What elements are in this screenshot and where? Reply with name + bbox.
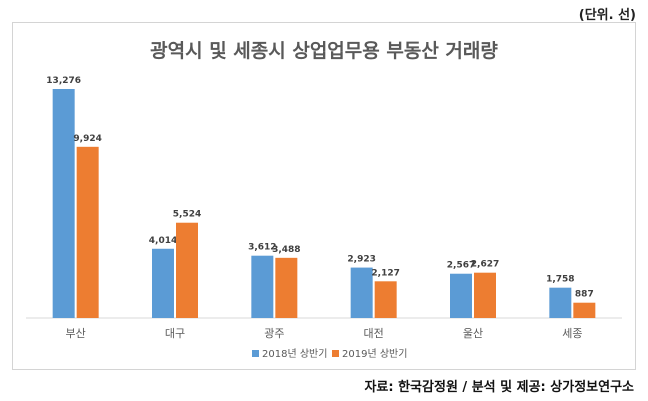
- bar-1-2: [152, 248, 174, 318]
- data-label-2-6: 887: [575, 290, 594, 300]
- bar-2-3: [275, 257, 298, 318]
- x-tick-label-6: 세종: [562, 327, 582, 340]
- x-tick-label-1: 부산: [66, 327, 86, 340]
- bar-2-6: [573, 302, 596, 318]
- x-tick-label-3: 광주: [264, 327, 284, 340]
- unit-note: (단위. 선): [578, 8, 636, 23]
- bar-1-3: [251, 255, 274, 318]
- data-label-2-5: 2,627: [471, 260, 499, 270]
- legend-label-2: 2019년 상반기: [342, 348, 407, 360]
- data-label-2-4: 2,127: [371, 268, 399, 278]
- bar-2-4: [374, 281, 397, 318]
- bar-2-5: [474, 272, 496, 318]
- legend-swatch-1: [252, 350, 259, 357]
- data-label-1-5: 2,567: [447, 261, 475, 271]
- chart-title: 광역시 및 세종시 상업업무용 부동산 거래량: [150, 40, 498, 62]
- chart-frame: [12, 22, 636, 370]
- x-tick-label-5: 울산: [463, 327, 483, 340]
- legend-swatch-2: [332, 350, 339, 357]
- data-label-1-1: 13,276: [46, 76, 81, 86]
- bar-2-2: [176, 222, 198, 318]
- bar-1-1: [52, 89, 75, 318]
- data-label-1-6: 1,758: [546, 275, 574, 285]
- legend-label-1: 2018년 상반기: [262, 348, 327, 360]
- data-label-1-2: 4,014: [149, 236, 177, 246]
- bar-2-1: [76, 146, 99, 318]
- data-label-2-1: 9,924: [73, 134, 101, 144]
- data-label-2-3: 3,488: [272, 245, 300, 255]
- bar-1-5: [450, 273, 472, 318]
- bar-1-4: [350, 267, 373, 318]
- x-tick-label-2: 대구: [165, 327, 185, 340]
- source-note: 자료: 한국감정원 / 분석 및 제공: 상가정보연구소: [364, 380, 634, 395]
- data-label-2-2: 5,524: [173, 210, 201, 220]
- x-tick-label-4: 대전: [364, 327, 384, 340]
- bar-1-6: [549, 287, 572, 318]
- data-label-1-4: 2,923: [347, 255, 375, 265]
- data-label-1-3: 3,612: [248, 243, 276, 253]
